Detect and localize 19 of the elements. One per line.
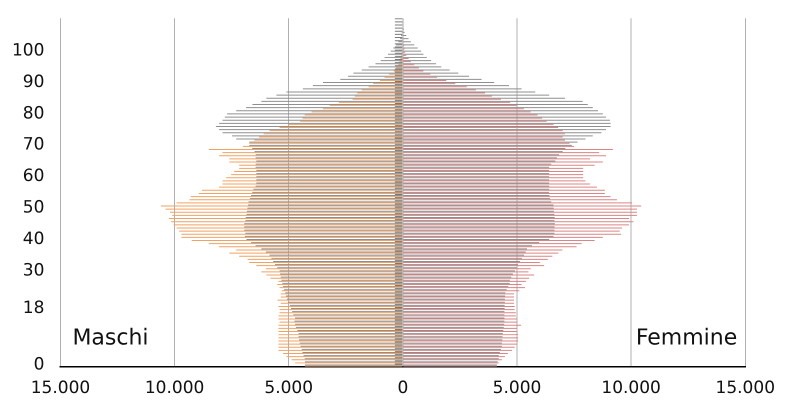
x-tick-label: 10.000	[144, 378, 204, 398]
annotation: Femmine	[636, 325, 738, 350]
y-tick-label: 50	[22, 198, 44, 218]
x-tick-label: 10.000	[601, 378, 661, 398]
x-tick-label: 5.000	[264, 378, 314, 398]
x-tick-label: 5.000	[492, 378, 542, 398]
annotation: Maschi	[72, 325, 149, 350]
x-tick-label: 15.000	[30, 378, 90, 398]
y-tick-label: 60	[22, 166, 44, 186]
x-tick-label: 15.000	[716, 378, 775, 398]
y-tick-label: 30	[22, 260, 44, 280]
y-tick-label: 80	[22, 103, 44, 124]
y-tick-label: 90	[22, 72, 44, 92]
y-tick-label: 18	[22, 298, 44, 318]
y-tick-label: 40	[22, 228, 44, 249]
y-tick-label: 100	[12, 40, 44, 61]
y-tick-label: 0	[34, 354, 44, 374]
x-tick-label: 0	[397, 378, 408, 398]
y-tick-label: 70	[22, 134, 44, 155]
